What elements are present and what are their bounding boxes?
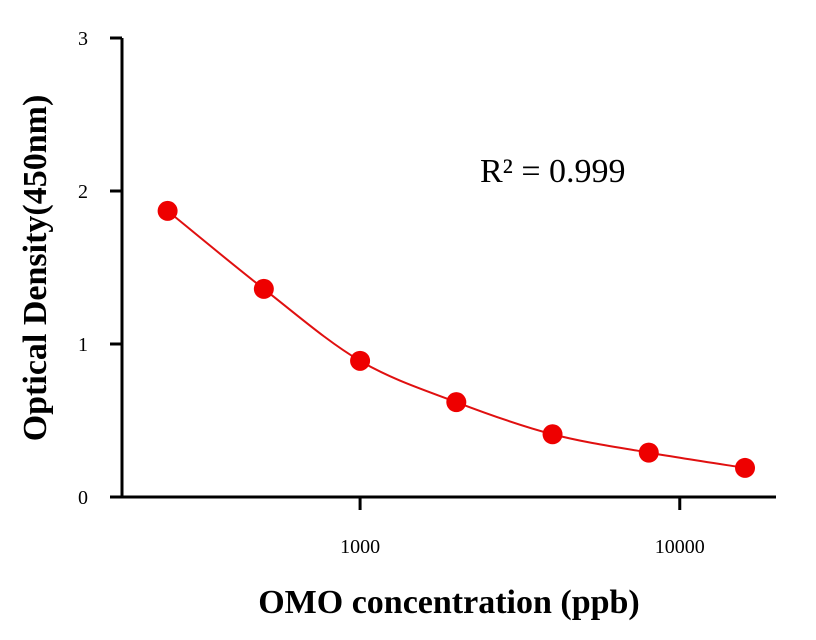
r-squared-annotation: R² = 0.999 <box>480 153 626 190</box>
y-ticks: 0 1 2 3 <box>78 28 122 509</box>
fit-curve <box>166 210 746 469</box>
data-points <box>157 200 756 478</box>
data-point <box>157 200 178 221</box>
y-tick-label: 0 <box>78 487 88 509</box>
y-tick-label: 2 <box>78 181 88 203</box>
fit-curve-layer <box>166 210 746 469</box>
data-point <box>446 392 467 413</box>
x-axis-title: OMO concentration (ppb) <box>258 584 640 621</box>
y-tick-label: 3 <box>78 28 88 50</box>
data-point <box>542 424 563 445</box>
y-axis-title: Optical Density(450nm) <box>17 95 54 442</box>
data-point <box>350 350 371 371</box>
y-tick-label: 1 <box>78 334 88 356</box>
data-point <box>253 278 274 299</box>
x-ticks: 1000 10000 <box>340 497 705 558</box>
x-tick-label: 10000 <box>655 536 705 558</box>
x-tick-label: 1000 <box>340 536 380 558</box>
data-point <box>638 442 659 463</box>
axes <box>120 38 776 499</box>
data-point <box>735 457 756 478</box>
